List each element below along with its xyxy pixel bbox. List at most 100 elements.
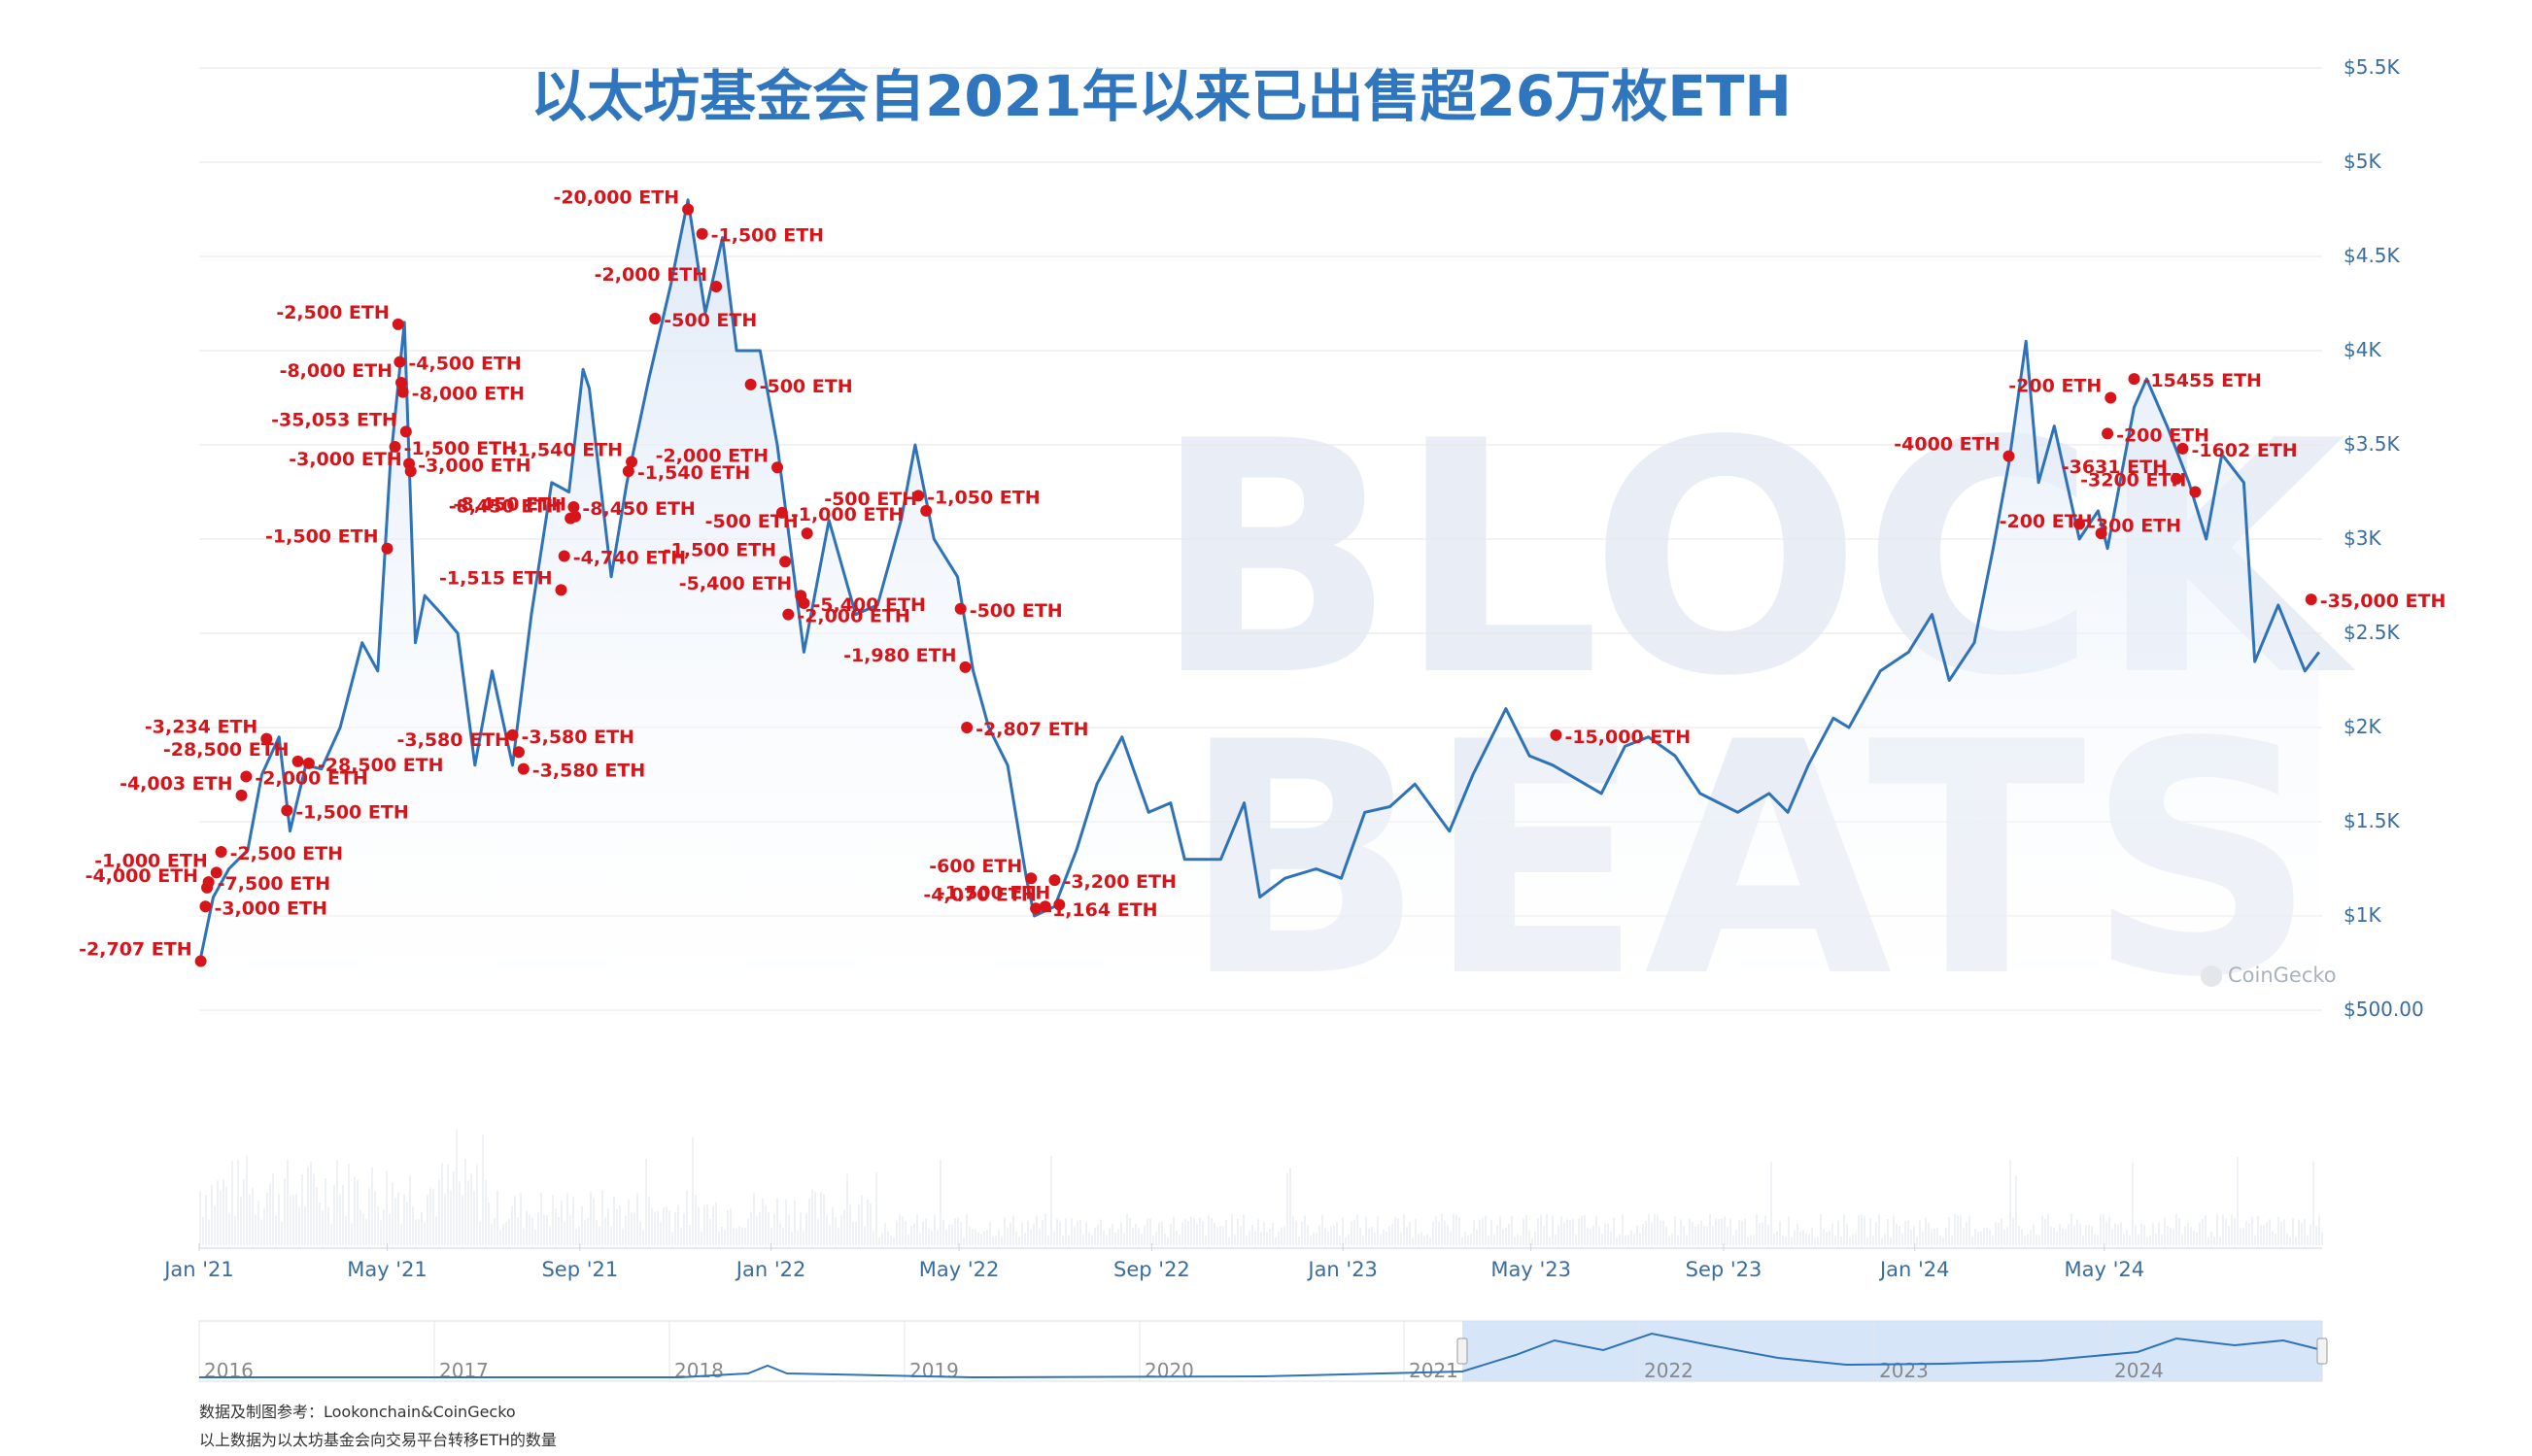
sale-label: -500 ETH [824, 489, 917, 510]
sale-marker [959, 660, 972, 673]
volume-bar [2173, 1228, 2174, 1245]
volume-bar [1488, 1236, 1489, 1245]
volume-bar [677, 1204, 679, 1245]
volume-bar [1167, 1236, 1169, 1245]
volume-bar [1272, 1223, 1274, 1245]
volume-bar [1665, 1226, 1667, 1245]
volume-bar [674, 1211, 676, 1245]
volume-bar [1432, 1221, 1434, 1245]
volume-bar [975, 1229, 976, 1245]
volume-bar [1181, 1222, 1183, 1245]
volume-bar [2207, 1236, 2209, 1245]
volume-bar [1630, 1230, 1632, 1245]
volume-bar [1464, 1232, 1466, 1245]
y-tick-label: $5.5K [2344, 55, 2401, 79]
volume-bar [502, 1224, 504, 1245]
volume-bar [351, 1223, 353, 1245]
volume-bar [246, 1155, 248, 1245]
navigator-right-handle[interactable] [2316, 1337, 2328, 1365]
volume-bar [1648, 1214, 1650, 1245]
sale-label: -1,540 ETH [637, 462, 750, 484]
volume-bar [555, 1208, 557, 1245]
volume-bar [566, 1193, 568, 1245]
volume-bar [1843, 1214, 1845, 1245]
volume-bar [362, 1213, 364, 1245]
navigator[interactable]: 2016 2017 2018 2019 2020 2021 2022 2023 2024 [198, 1320, 2328, 1382]
volume-bar [2030, 1229, 2032, 1245]
volume-bar [1266, 1232, 1268, 1245]
volume-bar [1062, 1236, 1064, 1245]
volume-bar [2003, 1229, 2005, 1245]
volume-bar [916, 1214, 918, 1245]
volume-bar [473, 1190, 475, 1245]
volume-bar [966, 1213, 968, 1245]
volume-bar [622, 1228, 624, 1245]
y-tick-label: $2K [2344, 715, 2381, 738]
volume-bar [1012, 1215, 1014, 1245]
volume-bar [1735, 1229, 1737, 1245]
volume-bar [782, 1227, 784, 1245]
volume-bar [1257, 1219, 1259, 1245]
volume-bar [1458, 1217, 1460, 1245]
volume-bar [2021, 1229, 2023, 1245]
volume-bar [1097, 1224, 1099, 1245]
volume-bar [1581, 1215, 1583, 1245]
volume-bar [651, 1208, 653, 1245]
volume-bar [572, 1197, 574, 1245]
sale-marker [961, 722, 974, 733]
volume-bar [1423, 1236, 1425, 1245]
sale-marker [1048, 874, 1061, 887]
volume-bar [2190, 1227, 2192, 1245]
volume-bar [610, 1226, 612, 1245]
sale-label: -2,500 ETH [230, 843, 343, 864]
volume-bar [1834, 1235, 1836, 1245]
volume-bar [1024, 1233, 1026, 1245]
sale-label: -200 ETH [2116, 424, 2209, 446]
volume-bar [488, 1202, 490, 1245]
volume-bar [1776, 1232, 1778, 1245]
volume-bar [1569, 1220, 1571, 1245]
volume-bar [770, 1227, 772, 1245]
volume-bar [1814, 1237, 1816, 1245]
volume-bar [1114, 1232, 1116, 1245]
volume-bar [1336, 1222, 1338, 1245]
sale-label: -2,000 ETH [656, 445, 769, 466]
navigator-left-handle[interactable] [1456, 1337, 1468, 1365]
volume-bar [345, 1216, 347, 1245]
volume-bar [972, 1229, 974, 1245]
volume-bar [2318, 1215, 2320, 1245]
volume-bar [1237, 1218, 1239, 1245]
volume-bar [1333, 1225, 1335, 1245]
volume-bar [1420, 1232, 1422, 1245]
chart-title: 以太坊基金会自2021年以来已出售超26万枚ETH [530, 63, 1792, 129]
volume-bar [1963, 1228, 1965, 1245]
volume-bar [2196, 1232, 2198, 1245]
volume-bar [1499, 1216, 1501, 1245]
sale-label: -3,580 ETH [532, 761, 645, 782]
footnote-note: 以上数据为以太坊基金会向交易平台转移ETH的数量 [199, 1431, 557, 1449]
volume-bar [631, 1212, 633, 1245]
volume-bar [1893, 1215, 1895, 1245]
volume-bar [1592, 1225, 1594, 1245]
volume-bar [2111, 1229, 2113, 1245]
volume-bar [1528, 1231, 1530, 1245]
sale-marker [801, 527, 813, 540]
volume-bar [476, 1165, 478, 1245]
volume-bar [619, 1205, 621, 1245]
volume-bar [1129, 1217, 1131, 1245]
sale-marker [622, 465, 634, 478]
sale-marker [399, 425, 412, 438]
volume-bar [1141, 1234, 1143, 1245]
volume-bar [1286, 1172, 1288, 1245]
volume-bar [2301, 1222, 2303, 1245]
volume-bar [698, 1206, 700, 1245]
volume-bar [1386, 1232, 1387, 1245]
volume-bar [1184, 1219, 1186, 1245]
sale-label: -2,500 ETH [276, 302, 389, 323]
volume-bar [1779, 1221, 1781, 1245]
volume-bar [2275, 1234, 2276, 1245]
volume-bar [295, 1194, 297, 1245]
volume-bar [849, 1204, 851, 1245]
volume-bar [1718, 1219, 1720, 1245]
volume-bar [1493, 1234, 1495, 1245]
